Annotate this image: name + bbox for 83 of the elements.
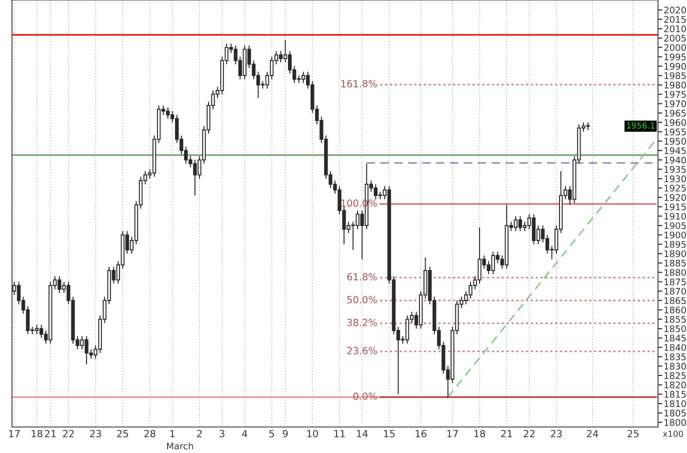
- x-tick-label: 23: [90, 430, 101, 438]
- candlestick: [504, 204, 509, 270]
- x-tick-label: 5: [269, 430, 274, 438]
- x-tick-label: 11: [334, 430, 345, 438]
- annotation: 61.8%: [347, 273, 377, 280]
- y-tick-label: 1975: [664, 91, 686, 98]
- y-tick-label: 1895: [664, 240, 686, 248]
- y-tick-label: 1965: [664, 110, 686, 117]
- y-tick-label: 1910: [664, 212, 686, 220]
- y-tick-label: 2010: [664, 25, 686, 32]
- y-tick-label: 1905: [664, 222, 686, 230]
- candlestick: [532, 214, 536, 245]
- y-tick-label: 1985: [664, 72, 686, 80]
- y-tick-label: 1820: [664, 382, 686, 388]
- y-tick-label: 2015: [664, 16, 686, 23]
- text: March: [167, 442, 193, 450]
- x-tick-label: 3: [220, 430, 224, 438]
- y-tick-label: 1825: [664, 372, 686, 380]
- y-tick-label: 1885: [664, 260, 686, 267]
- x-tick-label: 16: [416, 430, 426, 438]
- y-tick-label: 1930: [664, 175, 686, 182]
- y-tick-label: 1830: [664, 362, 686, 370]
- y-tick-label: 1870: [664, 288, 686, 295]
- y-tick-label: 1875: [664, 278, 686, 286]
- y-tick-label: 1880: [664, 269, 686, 276]
- annotation: 161.8%: [341, 80, 377, 88]
- y-tick-label: 1915: [664, 203, 686, 210]
- annotation: 23.6%: [347, 346, 377, 354]
- x-tick-label: 2: [197, 430, 202, 438]
- y-tick-label: 1900: [664, 232, 686, 238]
- y-tick-label: 1945: [664, 147, 686, 154]
- y-tick-label: 1995: [664, 54, 686, 60]
- x-tick-label: 28: [144, 430, 156, 438]
- x-tick-label: 23: [550, 430, 562, 438]
- annotation: 50.0%: [347, 296, 377, 304]
- x-tick-label: 17: [9, 430, 20, 438]
- x-tick-label: 21: [44, 430, 56, 438]
- text: x100: [662, 430, 684, 437]
- y-tick-label: 1920: [664, 194, 686, 201]
- annotation: 38.2%: [347, 318, 377, 326]
- y-tick-label: 1810: [664, 400, 686, 408]
- y-tick-label: 1960: [664, 119, 686, 126]
- y-tick-label: 1865: [664, 297, 686, 304]
- y-tick-label: 1835: [664, 353, 686, 360]
- x-tick-label: 25: [117, 430, 128, 438]
- x-tick-label: 1: [170, 430, 175, 438]
- y-tick-label: 1855: [664, 316, 686, 323]
- candlestick: [514, 216, 518, 232]
- y-tick-label: 1845: [664, 334, 686, 342]
- candlestick: [518, 216, 522, 232]
- y-tick-label: 1860: [664, 306, 686, 314]
- x-tick-label: 18: [474, 430, 486, 438]
- x-tick-label: 18: [32, 430, 42, 438]
- y-tick-label: 1970: [664, 100, 686, 108]
- x-tick-label: 15: [384, 430, 395, 438]
- y-tick-label: 2005: [664, 34, 686, 42]
- x-tick-label: 22: [62, 430, 74, 438]
- x-tick-label: 17: [447, 430, 458, 438]
- y-tick-label: 1815: [664, 390, 686, 398]
- y-tick-label: 2000: [664, 44, 686, 51]
- y-tick-label: 1980: [664, 82, 686, 88]
- y-tick-label: 1805: [664, 410, 686, 416]
- x-tick-label: 21: [501, 430, 512, 438]
- x-tick-label: 22: [524, 430, 534, 438]
- y-tick-label: 1850: [664, 325, 686, 332]
- candlestick: [405, 314, 410, 344]
- y-tick-label: 1840: [664, 344, 686, 351]
- x-tick-label: 10: [307, 430, 318, 438]
- y-tick-label: 2020: [664, 6, 686, 14]
- y-tick-label: 1890: [664, 250, 686, 258]
- y-tick-label: 1800: [664, 419, 686, 426]
- y-tick-label: 1940: [664, 156, 686, 164]
- y-tick-label: 1925: [664, 184, 686, 192]
- x-tick-label: 24: [587, 430, 598, 438]
- x-tick-label: 4: [242, 430, 248, 438]
- y-tick-label: 1955: [664, 128, 686, 136]
- annotation: 1956.1: [626, 122, 654, 129]
- x-tick-label: 9: [282, 430, 288, 438]
- y-tick-label: 1935: [664, 166, 686, 173]
- x-tick-label: 14: [356, 430, 368, 438]
- y-tick-label: 1990: [664, 62, 686, 70]
- x-tick-label: 25: [628, 430, 638, 438]
- y-tick-label: 1950: [664, 138, 686, 145]
